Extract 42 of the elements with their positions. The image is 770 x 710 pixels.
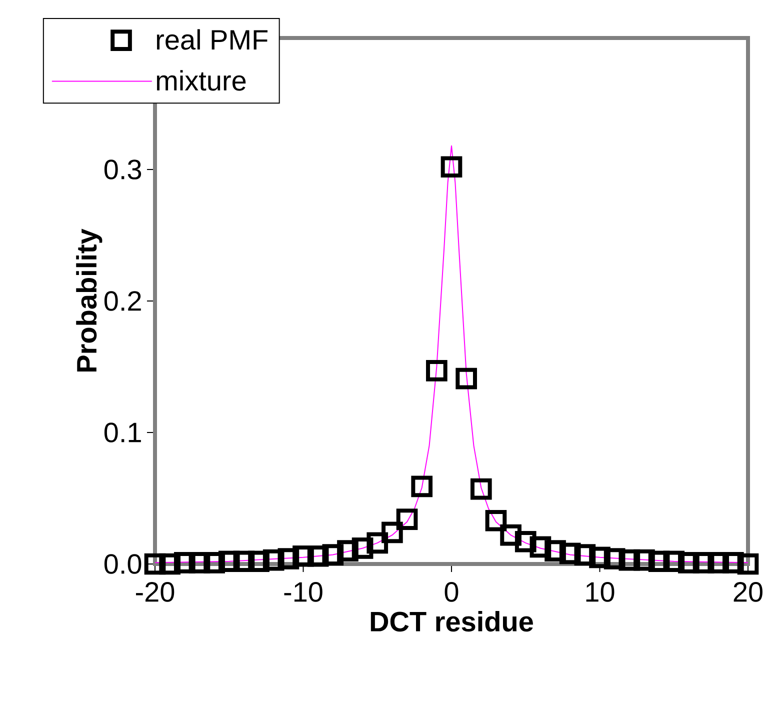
point (470, 478, 492, 500)
point (352, 538, 374, 559)
point (144, 553, 166, 575)
y-tick-label: 0.0 (104, 554, 142, 574)
point (322, 544, 344, 566)
point (262, 549, 284, 571)
y-axis-title: Probability (76, 228, 102, 372)
point (574, 544, 596, 566)
point (382, 522, 403, 544)
point (337, 540, 358, 562)
point (559, 542, 581, 564)
x-tick-label: 10 (586, 582, 614, 602)
x-axis-title: DCT residue (370, 611, 533, 632)
legend-label: mixture (156, 70, 246, 91)
line-series (154, 145, 749, 564)
point (589, 546, 610, 568)
point (440, 156, 462, 178)
point (426, 360, 448, 382)
y-tick-label: 0.2 (104, 291, 141, 311)
x-tick-label: 0 (444, 582, 458, 602)
x-tick-label: 20 (734, 582, 762, 602)
point (500, 524, 522, 546)
point (604, 548, 626, 570)
legend-label: real PMF (156, 29, 268, 50)
y-tick-label: 0.3 (104, 160, 142, 180)
point (618, 549, 640, 571)
point (514, 530, 536, 552)
point (292, 545, 314, 567)
point (530, 536, 552, 558)
x-tick-label: -10 (284, 582, 322, 602)
point (159, 553, 180, 575)
point (278, 548, 300, 570)
y-tick-label: 0.1 (104, 422, 141, 442)
x-tick-label: -20 (136, 582, 174, 602)
point (737, 553, 759, 575)
point (634, 549, 655, 571)
point (396, 508, 418, 530)
point (544, 540, 566, 562)
point (485, 510, 507, 532)
point (366, 532, 388, 554)
point (456, 368, 477, 390)
point (411, 476, 433, 498)
